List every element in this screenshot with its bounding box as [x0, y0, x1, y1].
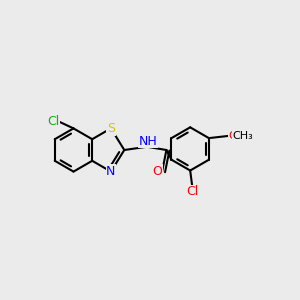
Text: S: S — [107, 122, 115, 135]
Text: Cl: Cl — [186, 185, 199, 198]
Text: NH: NH — [139, 135, 158, 148]
Text: O: O — [153, 165, 163, 178]
Text: N: N — [106, 165, 116, 178]
Text: O: O — [229, 131, 237, 141]
Text: CH₃: CH₃ — [232, 131, 253, 141]
Text: Cl: Cl — [47, 116, 60, 128]
